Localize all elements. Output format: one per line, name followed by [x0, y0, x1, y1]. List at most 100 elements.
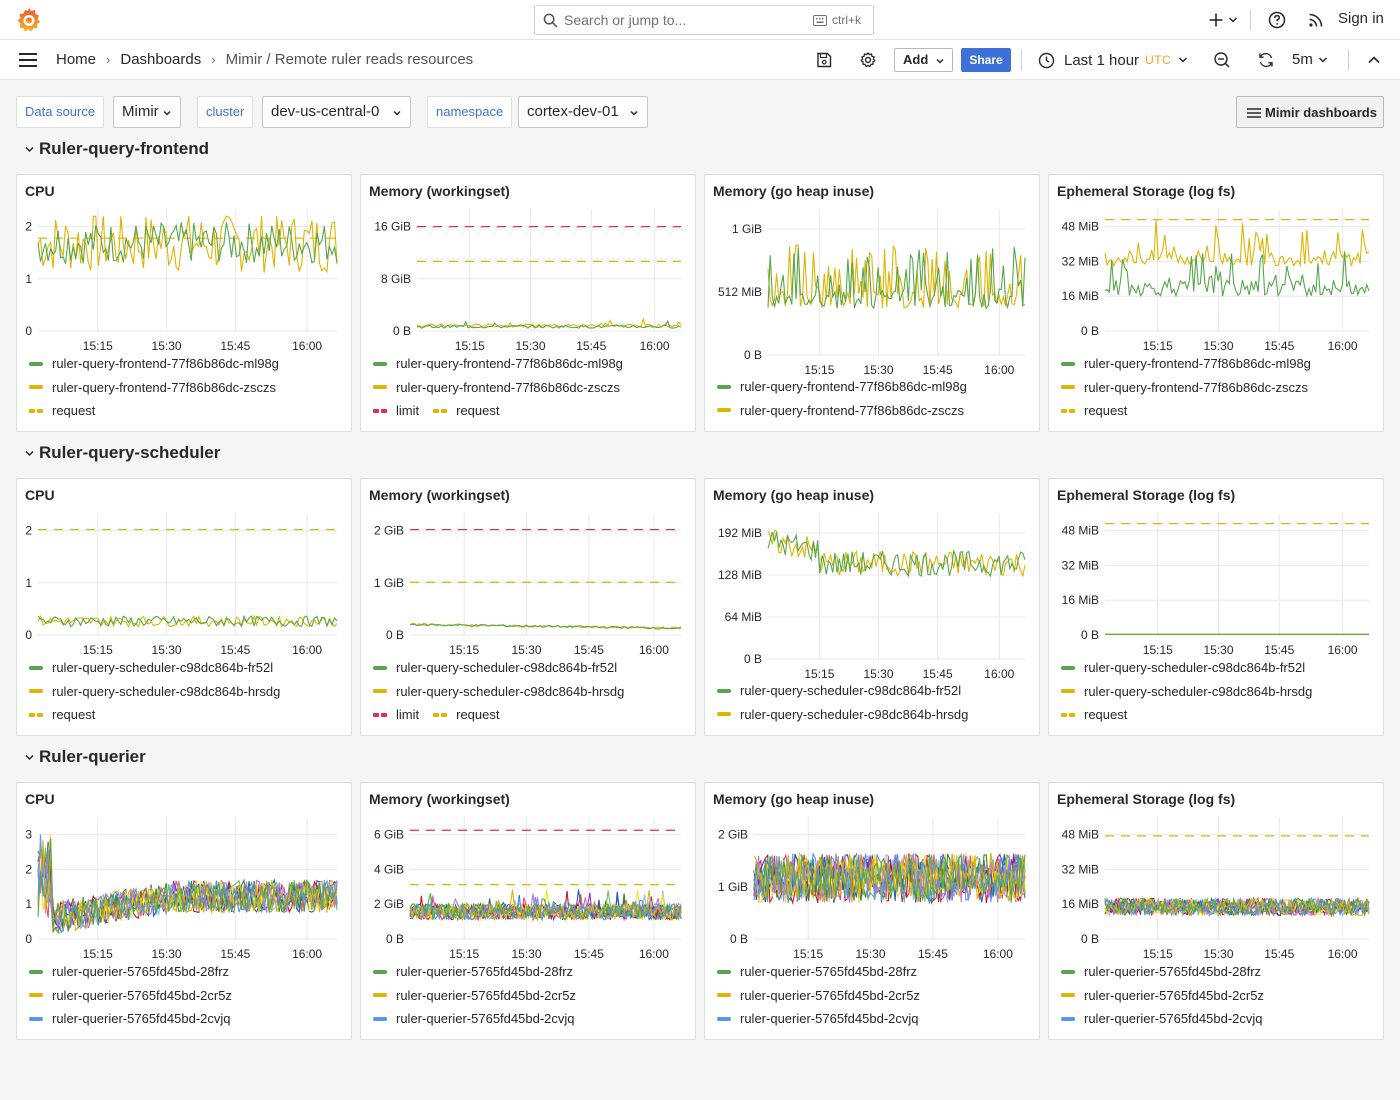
share-button[interactable]: Share [961, 48, 1011, 72]
grafana-logo-icon[interactable] [16, 7, 42, 33]
x-tick-label: 15:15 [793, 947, 823, 961]
panel[interactable]: Memory (go heap inuse) 0 B 512 MiB 1 GiB 15:… [704, 174, 1040, 432]
mimir-dashboards-button[interactable]: Mimir dashboards [1236, 96, 1384, 128]
legend-entry[interactable]: request [433, 707, 499, 722]
legend-item[interactable]: ruler-querier-5765fd45bd-2cvjq [29, 1011, 231, 1026]
panel[interactable]: Ephemeral Storage (log fs) 0 B 16 MiB 32 Mi… [1048, 174, 1384, 432]
x-tick-label: 15:15 [83, 339, 113, 353]
panel[interactable]: CPU 0 1 2 15:15 15:30 15:45 16:00 ruler-query-sc… [16, 478, 352, 736]
legend-item[interactable]: ruler-querier-5765fd45bd-2cvjq [373, 1011, 575, 1026]
add-button[interactable]: Add [894, 48, 953, 72]
time-series-chart: 0 B 1 GiB 2 GiB 15:15 15:30 15:45 16:00 [718, 817, 1026, 961]
refresh-interval-select[interactable]: 5m [1292, 51, 1313, 68]
color-swatch-icon [29, 1016, 43, 1021]
datasource-value: Mimir [122, 103, 159, 120]
time-series-chart: 0 B 8 GiB 16 GiB 15:15 15:30 15:45 16:00 [374, 209, 682, 353]
chevron-down-icon [25, 146, 34, 152]
legend-item[interactable]: ruler-query-scheduler-c98dc864b-fr52l [1061, 660, 1305, 675]
series-line [1104, 896, 1370, 916]
legend-item[interactable]: ruler-query-frontend-77f86b86dc-zsczs [29, 380, 276, 395]
sign-in-link[interactable]: Sign in [1338, 10, 1384, 27]
panel[interactable]: CPU 0 1 2 3 15:15 15:30 15:45 16:00 ruler-querier… [16, 782, 352, 1040]
datasource-select[interactable]: Mimir [113, 96, 181, 128]
dashboard-nav-bar: Home › Dashboards › Mimir / Remote ruler… [0, 40, 1400, 80]
legend-item[interactable]: ruler-query-frontend-77f86b86dc-zsczs [1061, 380, 1308, 395]
legend-item[interactable]: request [1061, 403, 1127, 418]
legend-item[interactable]: ruler-querier-5765fd45bd-28frz [1061, 964, 1261, 979]
chevron-down-icon[interactable] [1227, 14, 1239, 26]
legend-entry[interactable]: limit [373, 707, 419, 722]
y-tick-label: 512 MiB [718, 285, 762, 299]
legend-item[interactable]: ruler-query-scheduler-c98dc864b-fr52l [717, 683, 961, 698]
row-title[interactable]: Ruler-querier [24, 747, 146, 767]
panel[interactable]: CPU 0 1 2 15:15 15:30 15:45 16:00 ruler-query-fr… [16, 174, 352, 432]
menu-icon[interactable] [18, 51, 38, 69]
panel[interactable]: Memory (workingset) 0 B 8 GiB 16 GiB 15:15 15… [360, 174, 696, 432]
x-tick-label: 15:45 [1264, 947, 1294, 961]
legend-label: ruler-query-frontend-77f86b86dc-ml98g [740, 379, 967, 394]
legend-item[interactable]: ruler-querier-5765fd45bd-2cvjq [1061, 1011, 1263, 1026]
time-range-picker[interactable]: Last 1 hour UTC [1038, 48, 1189, 72]
panel[interactable]: Memory (go heap inuse) 0 B 1 GiB 2 GiB 15:15… [704, 782, 1040, 1040]
panel[interactable]: Memory (workingset) 0 B 2 GiB 4 GiB 6 GiB 15:… [360, 782, 696, 1040]
breadcrumb-dashboards[interactable]: Dashboards [120, 51, 202, 68]
legend-item[interactable]: limit request [373, 403, 513, 418]
legend-item[interactable]: request [29, 403, 95, 418]
legend-item[interactable]: ruler-query-scheduler-c98dc864b-hrsdg [373, 684, 624, 699]
legend-item[interactable]: ruler-query-scheduler-c98dc864b-hrsdg [717, 707, 968, 722]
rss-icon[interactable] [1307, 11, 1325, 29]
color-swatch-icon [29, 993, 43, 997]
x-tick-label: 16:00 [640, 339, 670, 353]
color-swatch-icon [29, 665, 43, 670]
legend-item[interactable]: ruler-querier-5765fd45bd-2cvjq [717, 1011, 919, 1026]
namespace-select[interactable]: cortex-dev-01 [518, 96, 648, 128]
legend-item[interactable]: limit request [373, 707, 513, 722]
refresh-icon[interactable] [1257, 51, 1275, 69]
legend-item[interactable]: ruler-query-scheduler-c98dc864b-hrsdg [1061, 684, 1312, 699]
row-title[interactable]: Ruler-query-scheduler [24, 443, 220, 463]
legend-entry[interactable]: limit [373, 403, 419, 418]
legend-item[interactable]: ruler-querier-5765fd45bd-2cr5z [29, 988, 232, 1003]
legend-item[interactable]: ruler-querier-5765fd45bd-28frz [29, 964, 229, 979]
legend-item[interactable]: ruler-query-scheduler-c98dc864b-fr52l [373, 660, 617, 675]
legend-item[interactable]: ruler-query-scheduler-c98dc864b-hrsdg [29, 684, 280, 699]
series-line [37, 614, 338, 628]
y-tick-label: 48 MiB [1062, 828, 1099, 842]
color-swatch-icon [1061, 361, 1075, 366]
plus-icon[interactable] [1206, 10, 1226, 30]
breadcrumb-separator-icon: › [106, 52, 111, 67]
help-icon[interactable] [1267, 10, 1287, 30]
legend-item[interactable]: ruler-query-frontend-77f86b86dc-zsczs [717, 403, 964, 418]
legend-item[interactable]: ruler-query-frontend-77f86b86dc-zsczs [373, 380, 620, 395]
row-title[interactable]: Ruler-query-frontend [24, 139, 209, 159]
legend-item[interactable]: ruler-querier-5765fd45bd-28frz [373, 964, 573, 979]
save-icon[interactable] [815, 51, 833, 69]
cluster-select[interactable]: dev-us-central-0 [262, 96, 411, 128]
panel[interactable]: Memory (go heap inuse) 0 B 64 MiB 128 MiB 19… [704, 478, 1040, 736]
panel[interactable]: Ephemeral Storage (log fs) 0 B 16 MiB 32 Mi… [1048, 478, 1384, 736]
legend-item[interactable]: request [29, 707, 95, 722]
legend-item[interactable]: ruler-querier-5765fd45bd-28frz [717, 964, 917, 979]
breadcrumb-home[interactable]: Home [56, 51, 97, 68]
legend-item[interactable]: ruler-query-frontend-77f86b86dc-ml98g [717, 379, 967, 394]
chevron-up-icon[interactable] [1366, 52, 1382, 68]
legend-item[interactable]: ruler-querier-5765fd45bd-2cr5z [717, 988, 920, 1003]
chevron-down-icon[interactable] [1317, 54, 1329, 66]
settings-gear-icon[interactable] [859, 51, 877, 69]
panel[interactable]: Memory (workingset) 0 B 1 GiB 2 GiB 15:15 15:… [360, 478, 696, 736]
legend-item[interactable]: ruler-querier-5765fd45bd-2cr5z [1061, 988, 1264, 1003]
zoom-out-icon[interactable] [1213, 51, 1231, 69]
legend-item[interactable]: ruler-querier-5765fd45bd-2cr5z [373, 988, 576, 1003]
legend-label: request [1084, 403, 1128, 418]
legend-item[interactable]: ruler-query-frontend-77f86b86dc-ml98g [373, 356, 623, 371]
legend-item[interactable]: request [1061, 707, 1127, 722]
color-swatch-icon [1061, 385, 1075, 389]
legend-item[interactable]: ruler-query-scheduler-c98dc864b-fr52l [29, 660, 273, 675]
legend-item[interactable]: ruler-query-frontend-77f86b86dc-ml98g [1061, 356, 1311, 371]
legend-entry[interactable]: request [433, 403, 499, 418]
series-line [416, 319, 682, 329]
legend-item[interactable]: ruler-query-frontend-77f86b86dc-ml98g [29, 356, 279, 371]
panel[interactable]: Ephemeral Storage (log fs) 0 B 16 MiB 32 Mi… [1048, 782, 1384, 1040]
search-input[interactable]: Search or jump to... ctrl+k [534, 5, 874, 35]
legend-label: ruler-query-scheduler-c98dc864b-hrsdg [1084, 683, 1313, 699]
